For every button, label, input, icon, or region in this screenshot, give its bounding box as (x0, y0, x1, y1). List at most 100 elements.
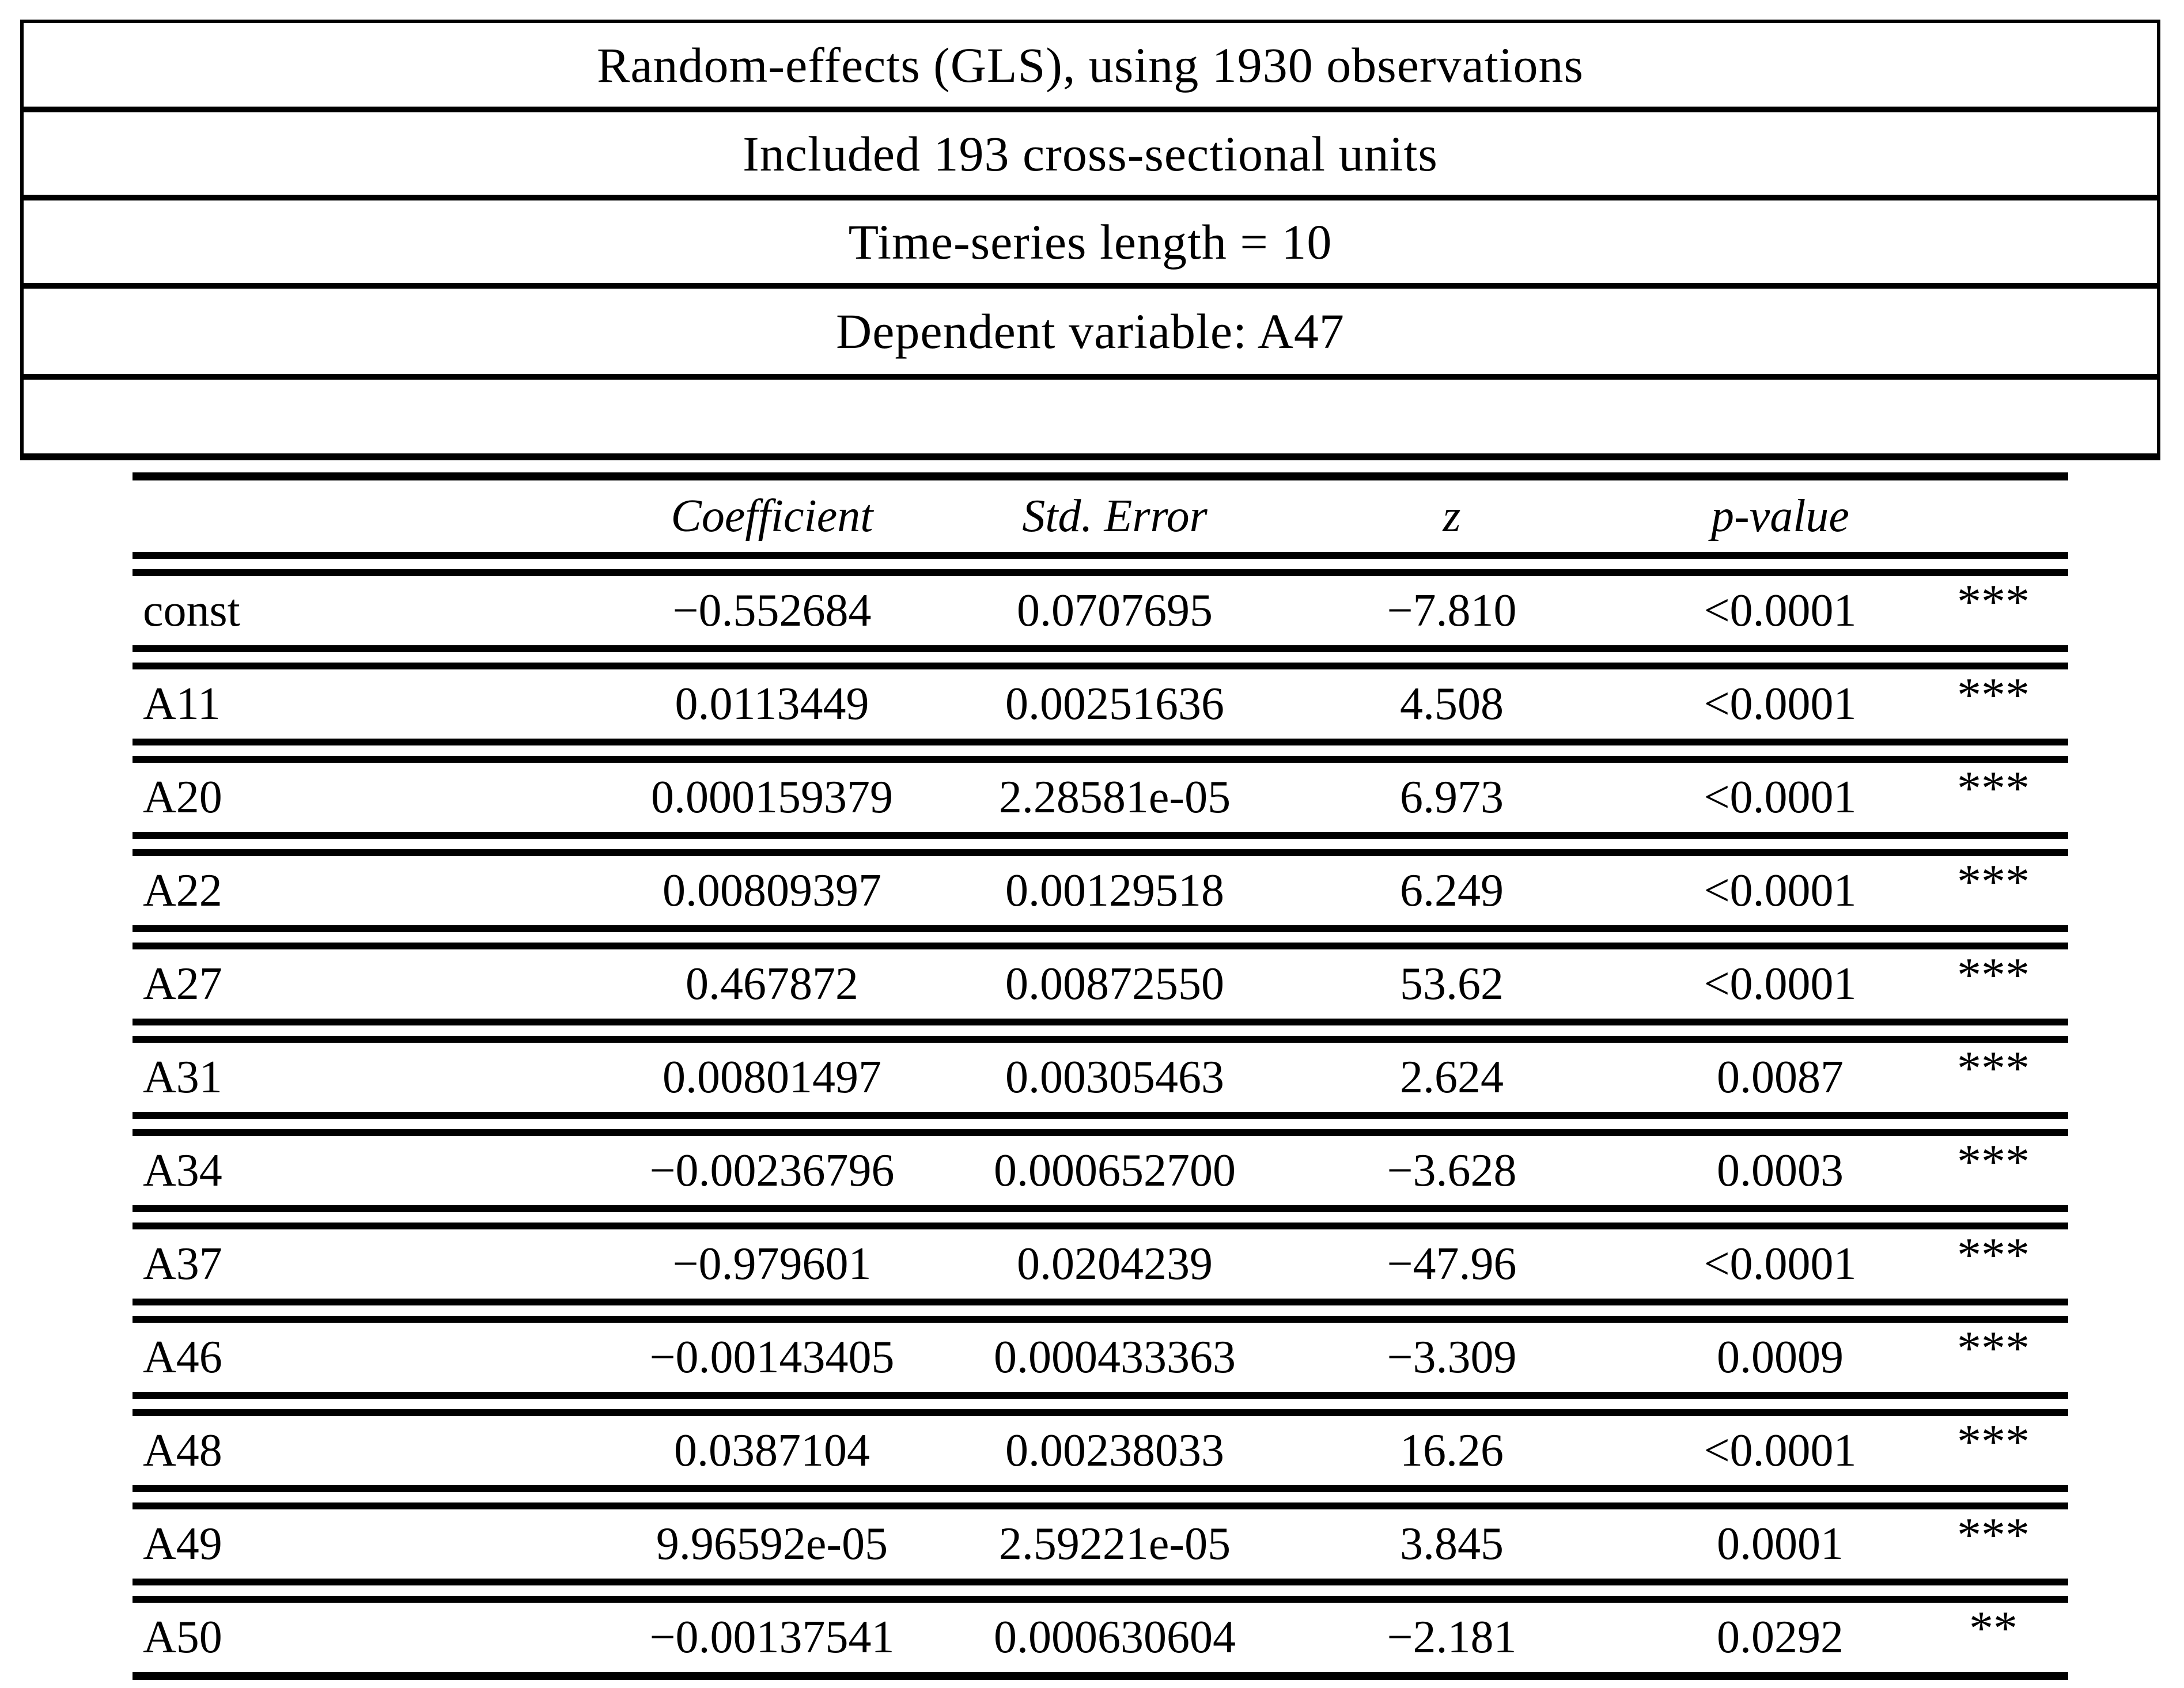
row-divider (133, 1579, 2068, 1603)
row-significance-stars: *** (1957, 1134, 2030, 1189)
table-row-a31: A31 0.00801497 0.00305463 2.624 0.0087 *… (133, 1041, 2068, 1112)
row-z: −3.309 (1387, 1331, 1517, 1383)
table-row-a22: A22 0.00809397 0.00129518 6.249 <0.0001 … (133, 854, 2068, 925)
row-coefficient: 0.000159379 (651, 771, 893, 823)
row-coefficient: 0.00809397 (663, 865, 881, 916)
table-row-a34: A34 −0.00236796 0.000652700 −3.628 0.000… (133, 1134, 2068, 1205)
row-z: −3.628 (1387, 1145, 1517, 1196)
row-significance-stars: *** (1957, 761, 2030, 815)
row-variable: A48 (143, 1425, 222, 1476)
header-coefficient: Coefficient (671, 490, 873, 542)
row-coefficient: 9.96592e-05 (656, 1518, 888, 1569)
row-divider (133, 1299, 2068, 1323)
row-std-error: 0.00238033 (1005, 1425, 1224, 1476)
row-std-error: 2.59221e-05 (998, 1518, 1231, 1569)
table-row-a27: A27 0.467872 0.00872550 53.62 <0.0001 **… (133, 948, 2068, 1019)
row-variable: A49 (143, 1518, 222, 1569)
row-p-value: 0.0001 (1717, 1518, 1844, 1569)
row-significance-stars: *** (1957, 1508, 2030, 1562)
row-variable: A37 (143, 1238, 222, 1289)
row-p-value: <0.0001 (1704, 1425, 1857, 1476)
row-p-value: <0.0001 (1704, 771, 1857, 823)
row-divider (133, 1392, 2068, 1416)
row-std-error: 2.28581e-05 (998, 771, 1231, 823)
row-significance-stars: *** (1957, 948, 2030, 1002)
row-p-value: <0.0001 (1704, 958, 1857, 1009)
cross-sectional-units-line: Included 193 cross-sectional units (24, 112, 2157, 200)
row-significance-stars: *** (1957, 574, 2030, 629)
table-row-a49: A49 9.96592e-05 2.59221e-05 3.845 0.0001… (133, 1508, 2068, 1579)
row-z: 53.62 (1400, 958, 1504, 1009)
row-p-value: <0.0001 (1704, 678, 1857, 729)
row-std-error: 0.00129518 (1005, 865, 1224, 916)
row-divider (133, 645, 2068, 669)
row-z: −47.96 (1387, 1238, 1517, 1289)
row-z: 2.624 (1400, 1051, 1504, 1103)
row-coefficient: 0.0387104 (674, 1425, 870, 1476)
row-std-error: 0.00872550 (1005, 958, 1224, 1009)
model-info-box: Random-effects (GLS), using 1930 observa… (20, 20, 2160, 460)
table-row-a11: A11 0.0113449 0.00251636 4.508 <0.0001 *… (133, 668, 2068, 739)
dependent-variable-line: Dependent variable: A47 (24, 289, 2157, 380)
row-coefficient: −0.00143405 (649, 1331, 895, 1383)
row-significance-stars: *** (1957, 854, 2030, 909)
row-significance-stars: *** (1957, 668, 2030, 722)
row-p-value: 0.0087 (1717, 1051, 1844, 1103)
row-divider (133, 739, 2068, 763)
table-row-const: const −0.552684 0.0707695 −7.810 <0.0001… (133, 574, 2068, 645)
row-z: −2.181 (1387, 1611, 1517, 1663)
row-significance-stars: *** (1957, 1414, 2030, 1469)
coefficients-table: Coefficient Std. Error z p-value const −… (133, 472, 2068, 1680)
row-divider (133, 832, 2068, 856)
row-significance-stars: ** (1969, 1601, 2018, 1655)
row-p-value: <0.0001 (1704, 865, 1857, 916)
row-variable: A31 (143, 1051, 222, 1103)
row-coefficient: −0.552684 (672, 585, 872, 636)
table-row-a46: A46 −0.00143405 0.000433363 −3.309 0.000… (133, 1321, 2068, 1392)
row-significance-stars: *** (1957, 1228, 2030, 1282)
header-p-value: p-value (1711, 490, 1849, 542)
row-std-error: 0.00251636 (1005, 678, 1224, 729)
table-header-row: Coefficient Std. Error z p-value (133, 480, 2068, 552)
row-p-value: 0.0003 (1717, 1145, 1844, 1196)
row-variable: A22 (143, 865, 222, 916)
row-std-error: 0.00305463 (1005, 1051, 1224, 1103)
row-p-value: 0.0292 (1717, 1611, 1844, 1663)
model-title-line: Random-effects (GLS), using 1930 observa… (24, 23, 2157, 112)
time-series-length-line: Time-series length = 10 (24, 200, 2157, 289)
row-p-value: <0.0001 (1704, 585, 1857, 636)
row-std-error: 0.000652700 (994, 1145, 1236, 1196)
table-row-a48: A48 0.0387104 0.00238033 16.26 <0.0001 *… (133, 1414, 2068, 1485)
empty-row (24, 380, 2157, 453)
row-std-error: 0.000433363 (994, 1331, 1236, 1383)
row-z: 16.26 (1400, 1425, 1504, 1476)
row-z: 3.845 (1400, 1518, 1504, 1569)
row-std-error: 0.0204239 (1017, 1238, 1213, 1289)
row-coefficient: −0.00137541 (649, 1611, 895, 1663)
row-z: −7.810 (1387, 585, 1517, 636)
row-coefficient: −0.979601 (672, 1238, 872, 1289)
row-variable: A27 (143, 958, 222, 1009)
row-divider (133, 1205, 2068, 1229)
row-p-value: 0.0009 (1717, 1331, 1844, 1383)
row-significance-stars: *** (1957, 1041, 2030, 1095)
row-divider (133, 1112, 2068, 1136)
row-divider (133, 1485, 2068, 1509)
row-variable: A50 (143, 1611, 222, 1663)
row-coefficient: 0.00801497 (663, 1051, 881, 1103)
table-bottom-rule (133, 1672, 2068, 1680)
row-std-error: 0.0707695 (1017, 585, 1213, 636)
row-variable: const (143, 585, 240, 636)
row-variable: A46 (143, 1331, 222, 1383)
table-row-a37: A37 −0.979601 0.0204239 −47.96 <0.0001 *… (133, 1228, 2068, 1299)
header-divider (133, 552, 2068, 576)
row-divider (133, 1019, 2068, 1043)
header-z: z (1443, 490, 1461, 542)
row-variable: A20 (143, 771, 222, 823)
row-variable: A34 (143, 1145, 222, 1196)
table-row-a20: A20 0.000159379 2.28581e-05 6.973 <0.000… (133, 761, 2068, 832)
row-z: 6.973 (1400, 771, 1504, 823)
row-significance-stars: *** (1957, 1321, 2030, 1375)
row-divider (133, 925, 2068, 949)
